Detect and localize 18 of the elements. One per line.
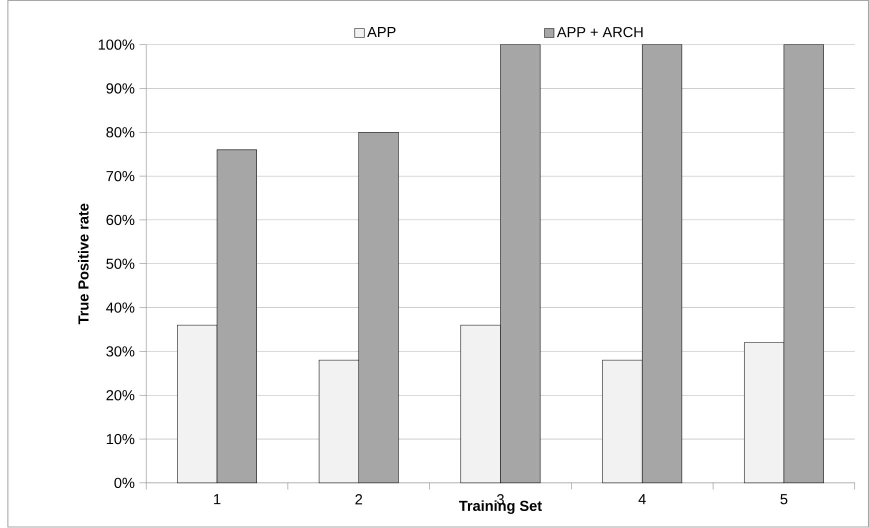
legend-label: APP — [367, 27, 396, 38]
y-tick-label: 90% — [106, 84, 134, 94]
y-tick-label: 30% — [106, 346, 134, 357]
y-tick-label: 80% — [106, 127, 134, 138]
y-tick-label: 40% — [106, 302, 134, 313]
y-tick-label: 100% — [98, 40, 134, 50]
x-tick-label: 1 — [214, 494, 220, 504]
y-tick-label: 10% — [106, 434, 134, 444]
y-tick-label: 70% — [106, 171, 134, 182]
y-tick-label: 0% — [114, 478, 134, 488]
legend-label: APP + ARCH — [556, 27, 643, 38]
y-tick-label: 50% — [106, 258, 134, 270]
x-tick-label: 2 — [355, 494, 362, 505]
x-tick-label: 4 — [638, 494, 646, 504]
y-tick-label: 60% — [106, 215, 134, 226]
y-tick-label: 20% — [106, 390, 134, 401]
y-axis-title: True Positive rate — [78, 204, 89, 324]
x-tick-label: 5 — [780, 494, 788, 505]
